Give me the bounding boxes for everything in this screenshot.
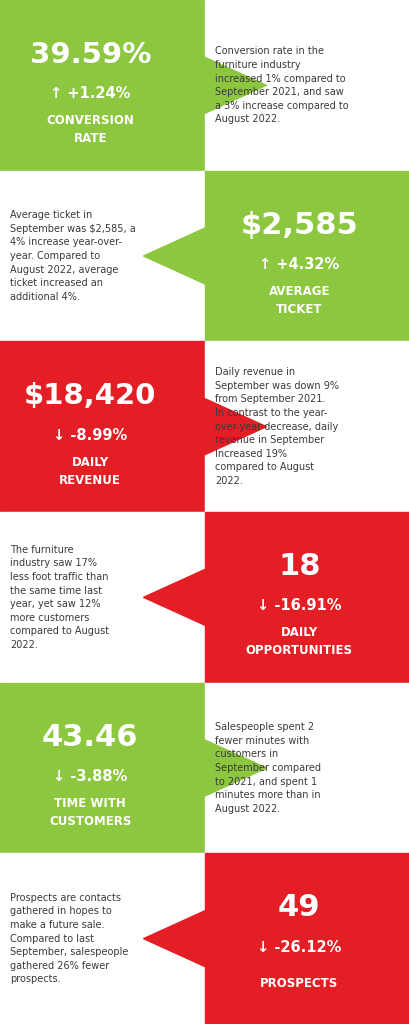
Bar [0, 512, 204, 683]
Polygon shape [143, 560, 282, 635]
Text: PROSPECTS: PROSPECTS [260, 977, 337, 989]
Polygon shape [143, 901, 282, 976]
Text: TIME WITH
CUSTOMERS: TIME WITH CUSTOMERS [49, 797, 131, 827]
Text: 18: 18 [277, 552, 320, 581]
Text: CONVERSION
RATE: CONVERSION RATE [46, 115, 134, 145]
Bar [204, 341, 409, 512]
Text: Salespeople spent 2
fewer minutes with
customers in
September compared
to 2021, : Salespeople spent 2 fewer minutes with c… [215, 722, 321, 814]
Text: ↓ -8.99%: ↓ -8.99% [53, 428, 127, 442]
Text: Prospects are contacts
gathered in hopes to
make a future sale.
Compared to last: Prospects are contacts gathered in hopes… [10, 893, 128, 984]
Text: Daily revenue in
September was down 9%
from September 2021.
In contrast to the y: Daily revenue in September was down 9% f… [215, 368, 338, 486]
Text: $18,420: $18,420 [24, 382, 156, 410]
Text: $2,585: $2,585 [240, 211, 357, 240]
Text: ↓ -16.91%: ↓ -16.91% [256, 598, 341, 613]
Polygon shape [127, 48, 266, 123]
Text: ↓ -3.88%: ↓ -3.88% [53, 769, 127, 784]
Polygon shape [143, 219, 282, 293]
Text: 39.59%: 39.59% [29, 41, 151, 69]
Text: Conversion rate in the
furniture industry
increased 1% compared to
September 202: Conversion rate in the furniture industr… [215, 46, 348, 124]
Text: 49: 49 [277, 894, 320, 923]
Polygon shape [127, 731, 266, 805]
Text: DAILY
OPPORTUNITIES: DAILY OPPORTUNITIES [245, 627, 352, 657]
Text: AVERAGE
TICKET: AVERAGE TICKET [268, 285, 329, 315]
Text: ↓ -26.12%: ↓ -26.12% [256, 940, 341, 954]
Bar [204, 171, 409, 341]
Bar [204, 853, 409, 1024]
Text: 43.46: 43.46 [42, 723, 138, 752]
Bar [204, 0, 409, 171]
Bar [204, 512, 409, 683]
Polygon shape [127, 389, 266, 464]
Text: The furniture
industry saw 17%
less foot traffic than
the same time last
year, y: The furniture industry saw 17% less foot… [10, 545, 109, 650]
Bar [0, 0, 204, 171]
Text: ↑ +4.32%: ↑ +4.32% [258, 257, 339, 272]
Bar [0, 683, 204, 853]
Text: Average ticket in
September was $2,585, a
4% increase year-over-
year. Compared : Average ticket in September was $2,585, … [10, 210, 136, 302]
Bar [0, 171, 204, 341]
Bar [0, 853, 204, 1024]
Bar [0, 341, 204, 512]
Bar [204, 683, 409, 853]
Text: DAILY
REVENUE: DAILY REVENUE [59, 456, 121, 486]
Text: ↑ +1.24%: ↑ +1.24% [50, 86, 130, 101]
